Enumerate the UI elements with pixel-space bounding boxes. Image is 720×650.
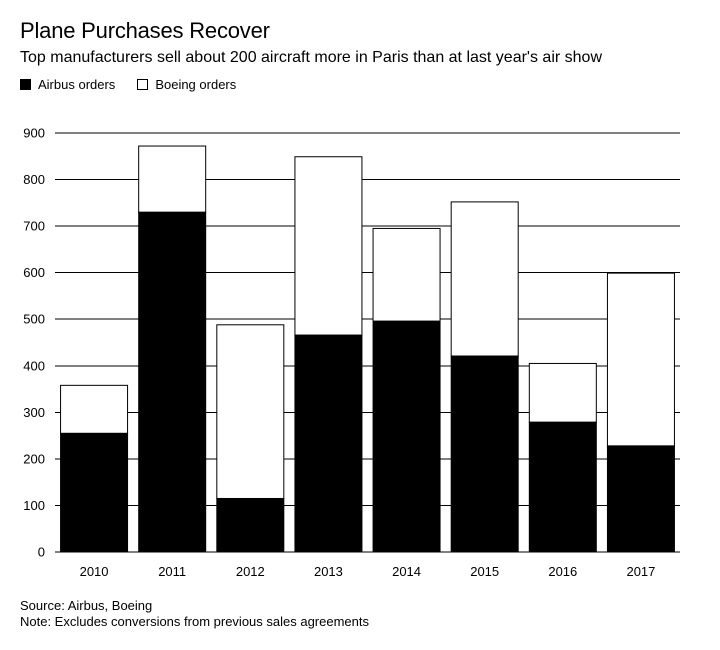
y-tick-label-300: 300	[23, 405, 45, 420]
legend-swatch-boeing	[137, 79, 149, 90]
legend-label-airbus: Airbus orders	[38, 77, 116, 92]
bar-boeing-2012	[216, 324, 285, 499]
x-tick-label-2017: 2017	[626, 564, 655, 579]
bar-boeing-2016	[528, 362, 597, 423]
y-tick-label-200: 200	[23, 451, 45, 466]
bar-boeing-2017	[606, 272, 675, 447]
y-tick-label-600: 600	[23, 265, 45, 280]
y-tick-label-400: 400	[23, 358, 45, 373]
y-tick-label-700: 700	[23, 219, 45, 234]
legend-swatch-airbus	[20, 79, 31, 90]
bar-boeing-2013	[294, 156, 363, 336]
bar-airbus-2014	[372, 320, 441, 553]
bar-boeing-2011	[138, 145, 207, 213]
chart-title: Plane Purchases Recover	[20, 18, 270, 43]
bar-airbus-2011	[138, 211, 207, 553]
x-tick-label-2011: 2011	[158, 564, 186, 579]
bar-airbus-2016	[528, 421, 597, 553]
bar-airbus-2010	[60, 432, 129, 553]
bar-boeing-2010	[60, 384, 129, 434]
y-tick-label-900: 900	[23, 126, 45, 141]
y-tick-label-100: 100	[23, 498, 45, 513]
x-tick-label-2014: 2014	[392, 564, 421, 579]
x-tick-label-2015: 2015	[470, 564, 499, 579]
legend-item-boeing: Boeing orders	[137, 77, 236, 92]
x-tick-label-2013: 2013	[314, 564, 343, 579]
bar-airbus-2013	[294, 334, 363, 553]
y-tick-label-500: 500	[23, 312, 45, 327]
x-tick-label-2012: 2012	[236, 564, 265, 579]
legend-item-airbus: Airbus orders	[20, 77, 115, 92]
x-tick-label-2016: 2016	[548, 564, 577, 579]
footnote: Note: Excludes conversions from previous…	[20, 614, 369, 629]
source-note: Source: Airbus, Boeing	[20, 598, 153, 613]
bar-airbus-2017	[606, 445, 675, 553]
chart-legend: Airbus orders Boeing orders	[20, 77, 258, 92]
legend-label-boeing: Boeing orders	[155, 77, 237, 92]
bar-boeing-2014	[372, 227, 441, 322]
y-tick-label-800: 800	[23, 172, 45, 187]
x-tick-label-2010: 2010	[80, 564, 109, 579]
chart-subtitle: Top manufacturers sell about 200 aircraf…	[20, 49, 602, 66]
bar-airbus-2012	[216, 497, 285, 553]
bar-boeing-2015	[450, 201, 519, 357]
y-tick-label-0: 0	[38, 545, 45, 560]
bar-airbus-2015	[450, 355, 519, 553]
